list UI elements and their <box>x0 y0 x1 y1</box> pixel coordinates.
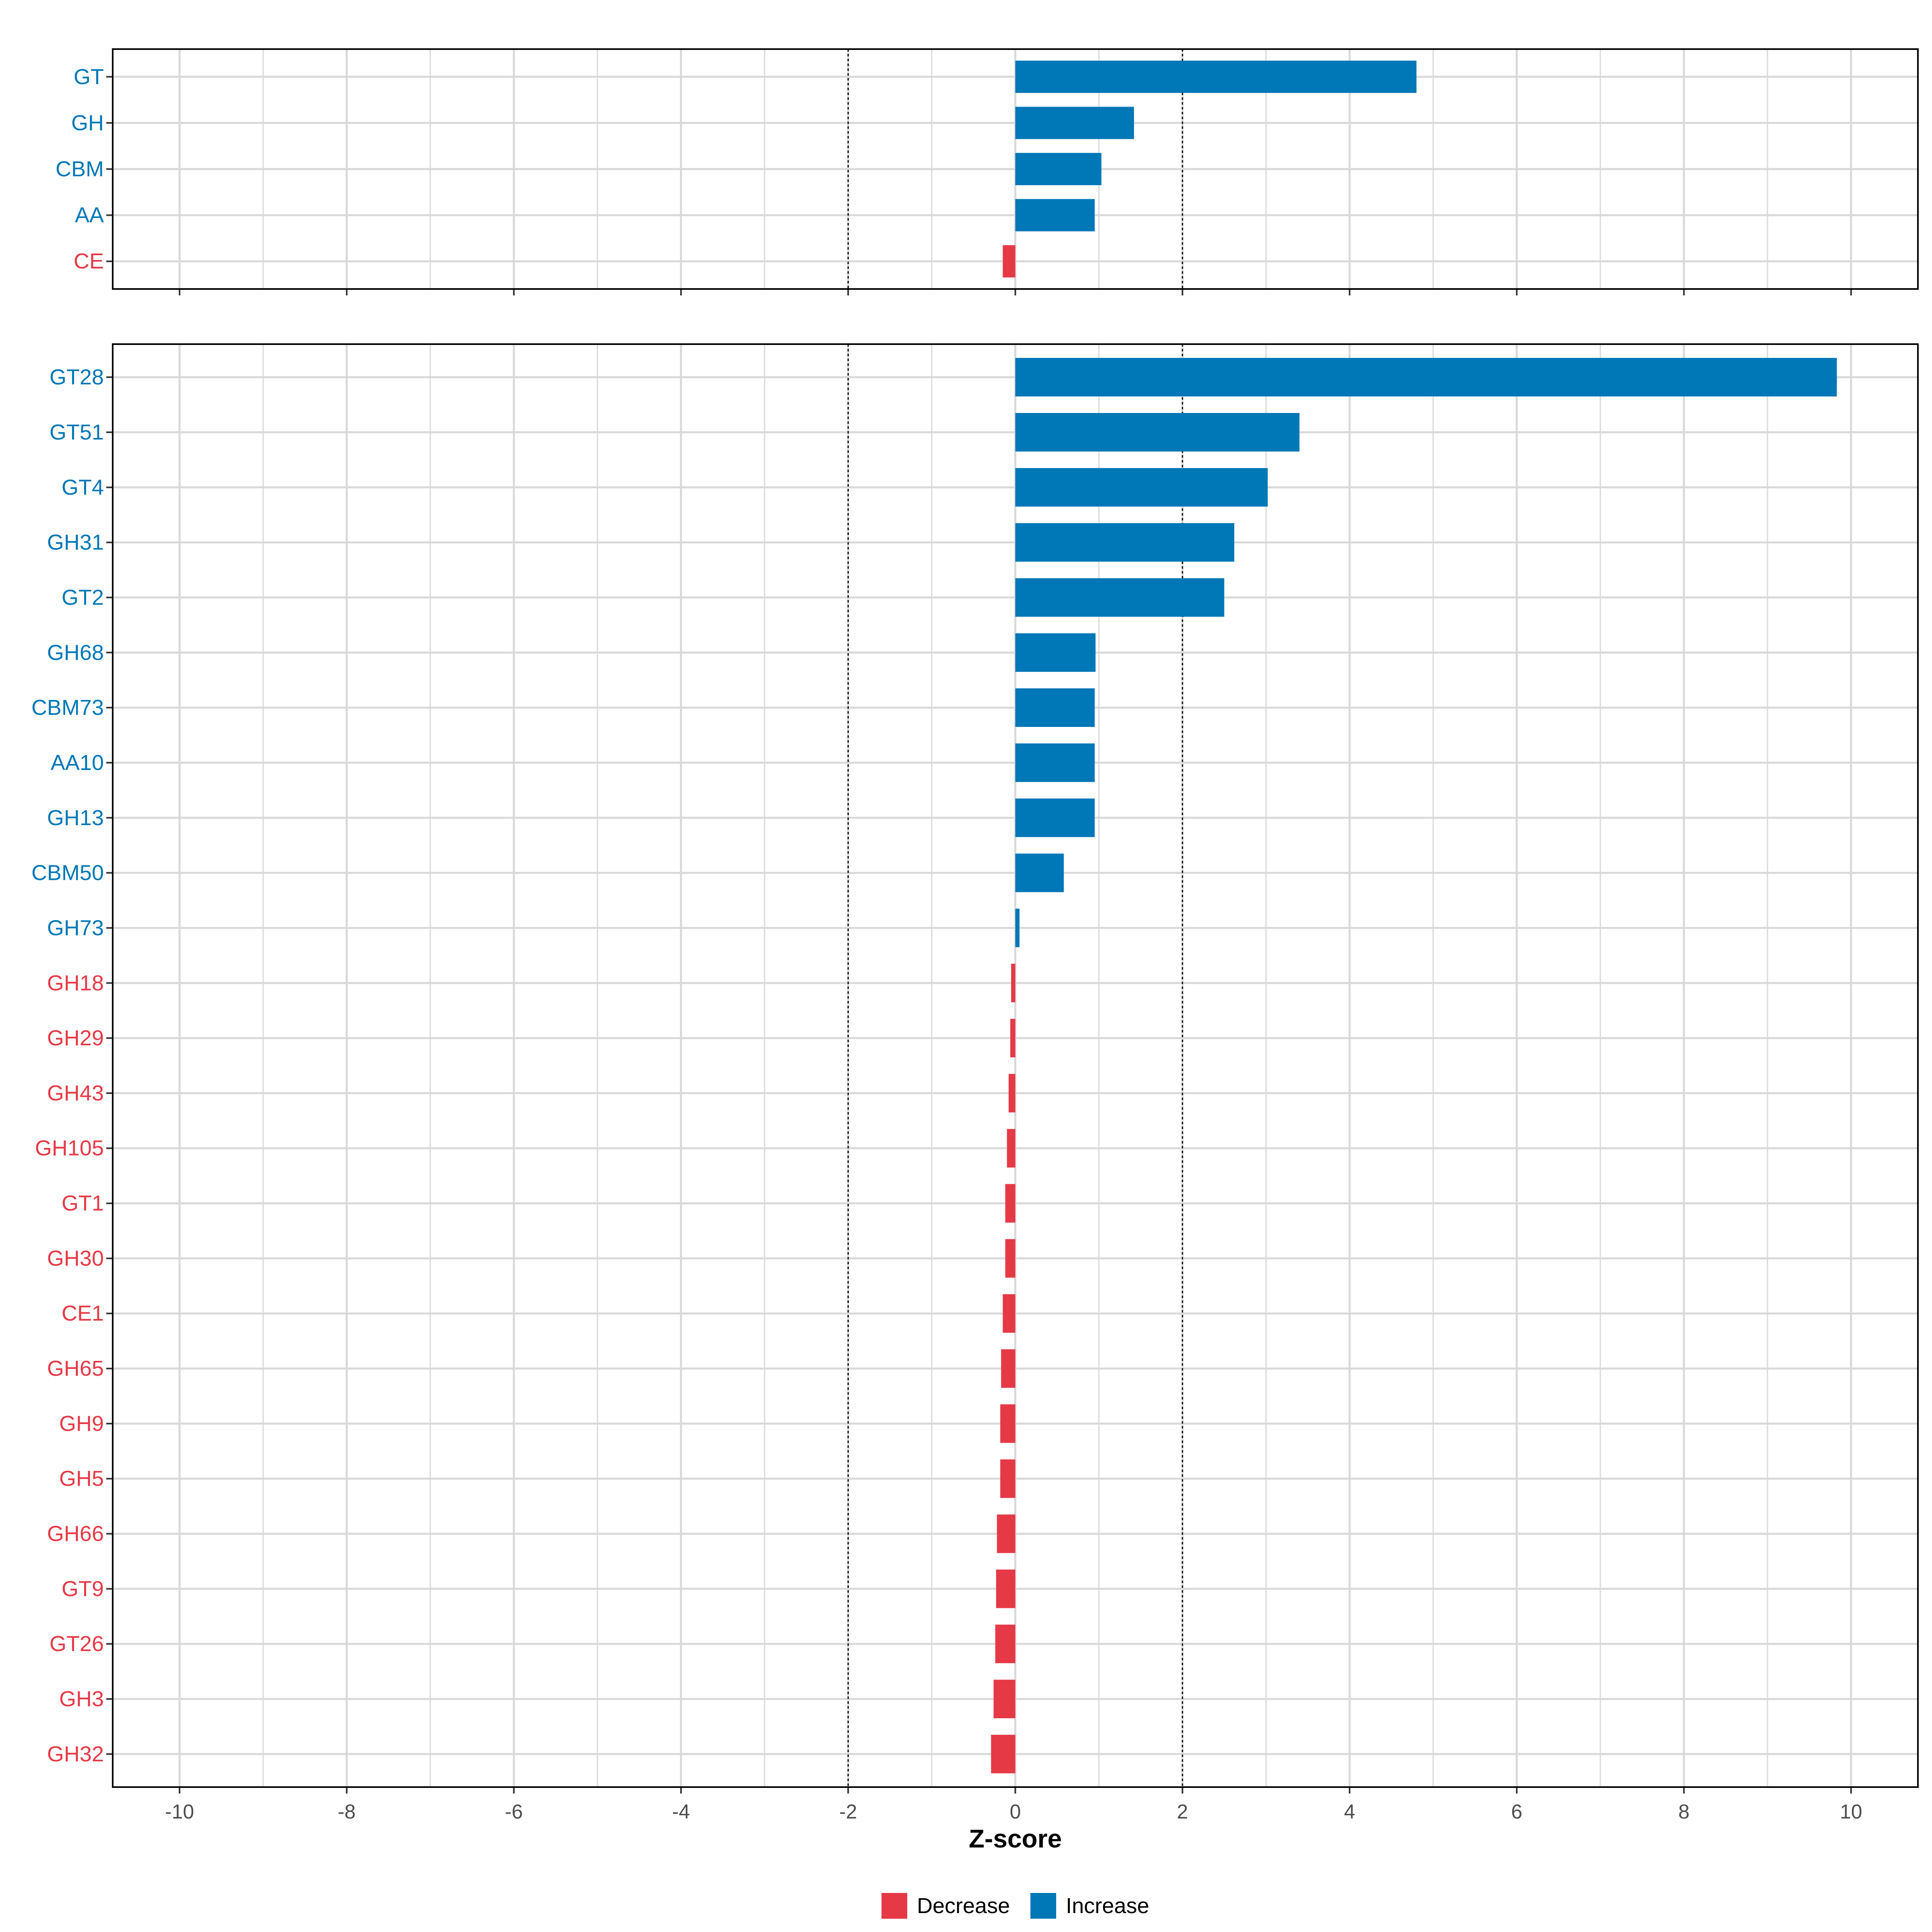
bar-gt4 <box>1015 468 1268 507</box>
y-tick-label-gh3: GH3 <box>59 1687 104 1711</box>
bar-ce1 <box>1003 1294 1016 1333</box>
bar-gt28 <box>1015 358 1837 396</box>
bar-gh68 <box>1015 633 1096 672</box>
bar-cbm50 <box>1015 853 1064 892</box>
y-tick-label-cbm50: CBM50 <box>31 861 104 885</box>
y-tick-label-gt28: GT28 <box>50 365 104 389</box>
y-tick-label-gh66: GH66 <box>47 1522 104 1546</box>
legend: Decrease Increase <box>881 1893 1149 1919</box>
x-tick-label: 2 <box>1177 1800 1188 1823</box>
y-tick-label-gh9: GH9 <box>59 1412 104 1436</box>
x-tick-label: 4 <box>1344 1800 1355 1823</box>
y-tick-label-gh31: GH31 <box>47 530 104 555</box>
bar-gh66 <box>997 1514 1016 1553</box>
bar-gt2 <box>1015 578 1224 617</box>
summary-panel: GT GH CBM AA CE <box>56 48 1919 295</box>
x-tick-label: -4 <box>672 1800 690 1823</box>
bar-gh3 <box>993 1680 1016 1718</box>
legend-label-increase: Increase <box>1066 1894 1149 1918</box>
legend-swatch-decrease <box>881 1893 907 1919</box>
bar-aa10 <box>1015 743 1095 782</box>
bar-gh9 <box>1000 1404 1016 1443</box>
y-tick-label-gh: GH <box>71 111 104 135</box>
bar-gh29 <box>1010 1019 1016 1057</box>
x-axis-title: Z-score <box>969 1824 1062 1853</box>
legend-swatch-increase <box>1030 1893 1056 1919</box>
y-tick-label-gt9: GT9 <box>62 1577 104 1601</box>
x-tick-label: -8 <box>338 1800 355 1823</box>
y-tick-label-aa: AA <box>75 203 104 227</box>
bar-gh65 <box>1001 1349 1016 1388</box>
y-tick-label-gh68: GH68 <box>47 640 104 665</box>
y-tick-label-gt4: GT4 <box>62 475 104 500</box>
y-tick-label-gh5: GH5 <box>59 1467 104 1491</box>
bar-gh105 <box>1007 1129 1016 1168</box>
x-tick-label: 0 <box>1010 1800 1021 1823</box>
y-tick-label-cbm73: CBM73 <box>31 696 104 720</box>
y-tick-label-aa10: AA10 <box>51 751 104 775</box>
x-axis: -10 -8 -6 -4 -2 0 2 4 6 8 10 <box>165 1800 1862 1823</box>
x-tick-label: -6 <box>505 1800 522 1823</box>
legend-label-decrease: Decrease <box>917 1894 1010 1918</box>
bar-gh30 <box>1005 1239 1016 1278</box>
bar-gt9 <box>996 1569 1016 1608</box>
bar-gt <box>1015 60 1417 93</box>
bar-gh13 <box>1015 798 1095 837</box>
y-tick-label-gh18: GH18 <box>47 971 104 995</box>
y-tick-label-gt: GT <box>74 65 104 89</box>
x-tick-label: -10 <box>165 1800 194 1823</box>
y-tick-label-ce1: CE1 <box>62 1301 104 1325</box>
bar-cbm <box>1015 153 1102 186</box>
y-tick-label-gh30: GH30 <box>47 1246 104 1270</box>
bar-gh73 <box>1015 908 1020 947</box>
bar-gh43 <box>1008 1074 1016 1113</box>
panel-border <box>112 48 1919 290</box>
y-tick-label-gh65: GH65 <box>47 1356 104 1381</box>
y-tick-label-gh13: GH13 <box>47 806 104 830</box>
bar-cbm73 <box>1015 688 1095 727</box>
y-tick-label-gh43: GH43 <box>47 1081 104 1105</box>
x-tick-label: 8 <box>1678 1800 1690 1823</box>
bar-aa <box>1015 199 1095 231</box>
x-tick-label: 6 <box>1511 1800 1522 1823</box>
y-tick-label-ce: CE <box>74 249 104 273</box>
x-tick-label: 10 <box>1840 1800 1862 1823</box>
x-tick-label: -2 <box>839 1800 857 1823</box>
bar-gt26 <box>995 1624 1016 1664</box>
y-tick-label-gt26: GT26 <box>50 1632 104 1656</box>
bar-gt1 <box>1005 1184 1016 1223</box>
y-tick-label-gh32: GH32 <box>47 1742 104 1766</box>
bar-gt51 <box>1015 413 1300 452</box>
bar-gh <box>1015 107 1134 139</box>
y-tick-label-gh73: GH73 <box>47 916 104 940</box>
y-tick-label-gt1: GT1 <box>62 1191 104 1216</box>
bar-ce <box>1003 245 1016 278</box>
panel-border <box>112 343 1919 1788</box>
y-tick-label-gt2: GT2 <box>62 585 104 609</box>
bar-gh31 <box>1015 523 1234 562</box>
y-tick-label-gh105: GH105 <box>35 1136 104 1160</box>
y-tick-label-cbm: CBM <box>56 157 104 181</box>
detail-panel: GT28 GT51 GT4 GH31 GT2 GH68 CBM73 AA10 GH13 CBM50… <box>31 343 1919 1794</box>
bar-gh5 <box>1000 1459 1016 1498</box>
bar-gh18 <box>1011 964 1016 1003</box>
bar-gh32 <box>991 1735 1016 1773</box>
y-tick-label-gh29: GH29 <box>47 1026 104 1050</box>
y-tick-label-gt51: GT51 <box>50 420 104 444</box>
